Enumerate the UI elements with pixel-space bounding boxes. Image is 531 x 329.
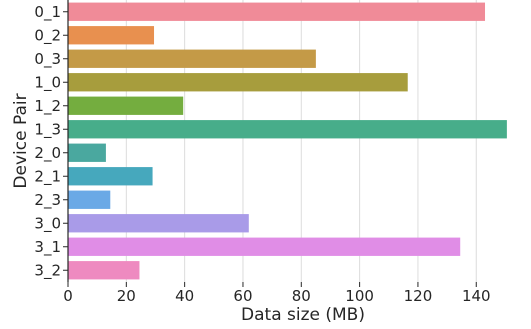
bar-1_0 xyxy=(68,73,408,92)
y-tick-label: 0_2 xyxy=(34,26,61,45)
y-axis-ticks: 0_1 0_2 0_3 1_0 1_2 1_3 2_0 2_1 2_3 3_0 3_1 3_2 xyxy=(34,3,68,280)
y-tick-label: 3_1 xyxy=(34,238,61,257)
x-tick-label: 20 xyxy=(117,287,136,305)
y-axis-title: Device Pair xyxy=(11,93,31,188)
bar-3_2 xyxy=(68,261,140,280)
bar-2_3 xyxy=(68,190,111,209)
x-axis-title: Data size (MB) xyxy=(241,305,365,325)
y-tick-label: 1_0 xyxy=(34,73,61,92)
y-tick-label: 1_2 xyxy=(34,97,61,116)
y-tick-label: 3_2 xyxy=(34,261,61,280)
bar-1_3 xyxy=(68,120,507,139)
x-tick-label: 140 xyxy=(462,287,491,305)
y-tick-label: 0_1 xyxy=(34,3,61,22)
bar-2_1 xyxy=(68,167,153,186)
bar-3_1 xyxy=(68,237,461,256)
x-tick-label: 120 xyxy=(404,287,433,305)
y-tick-label: 2_1 xyxy=(34,167,61,186)
x-tick-label: 60 xyxy=(233,287,252,305)
bar-0_2 xyxy=(68,26,155,45)
x-tick-label: 0 xyxy=(63,287,73,305)
bars xyxy=(68,2,507,280)
x-tick-label: 100 xyxy=(345,287,374,305)
bar-3_0 xyxy=(68,214,249,233)
y-tick-label: 0_3 xyxy=(34,50,61,69)
x-tick-label: 40 xyxy=(175,287,194,305)
y-tick-label: 2_0 xyxy=(34,144,61,163)
grid-lines xyxy=(67,0,477,282)
y-tick-label: 1_3 xyxy=(34,120,61,139)
bar-2_0 xyxy=(68,143,106,162)
y-tick-label: 3_0 xyxy=(34,214,61,233)
bar-0_1 xyxy=(68,2,486,21)
y-tick-label: 2_3 xyxy=(34,191,61,210)
bar-0_3 xyxy=(68,49,316,68)
x-tick-label: 80 xyxy=(292,287,311,305)
bar-1_2 xyxy=(68,96,184,115)
x-axis-ticks: 0 20 40 60 80 100 120 140 xyxy=(63,282,491,305)
